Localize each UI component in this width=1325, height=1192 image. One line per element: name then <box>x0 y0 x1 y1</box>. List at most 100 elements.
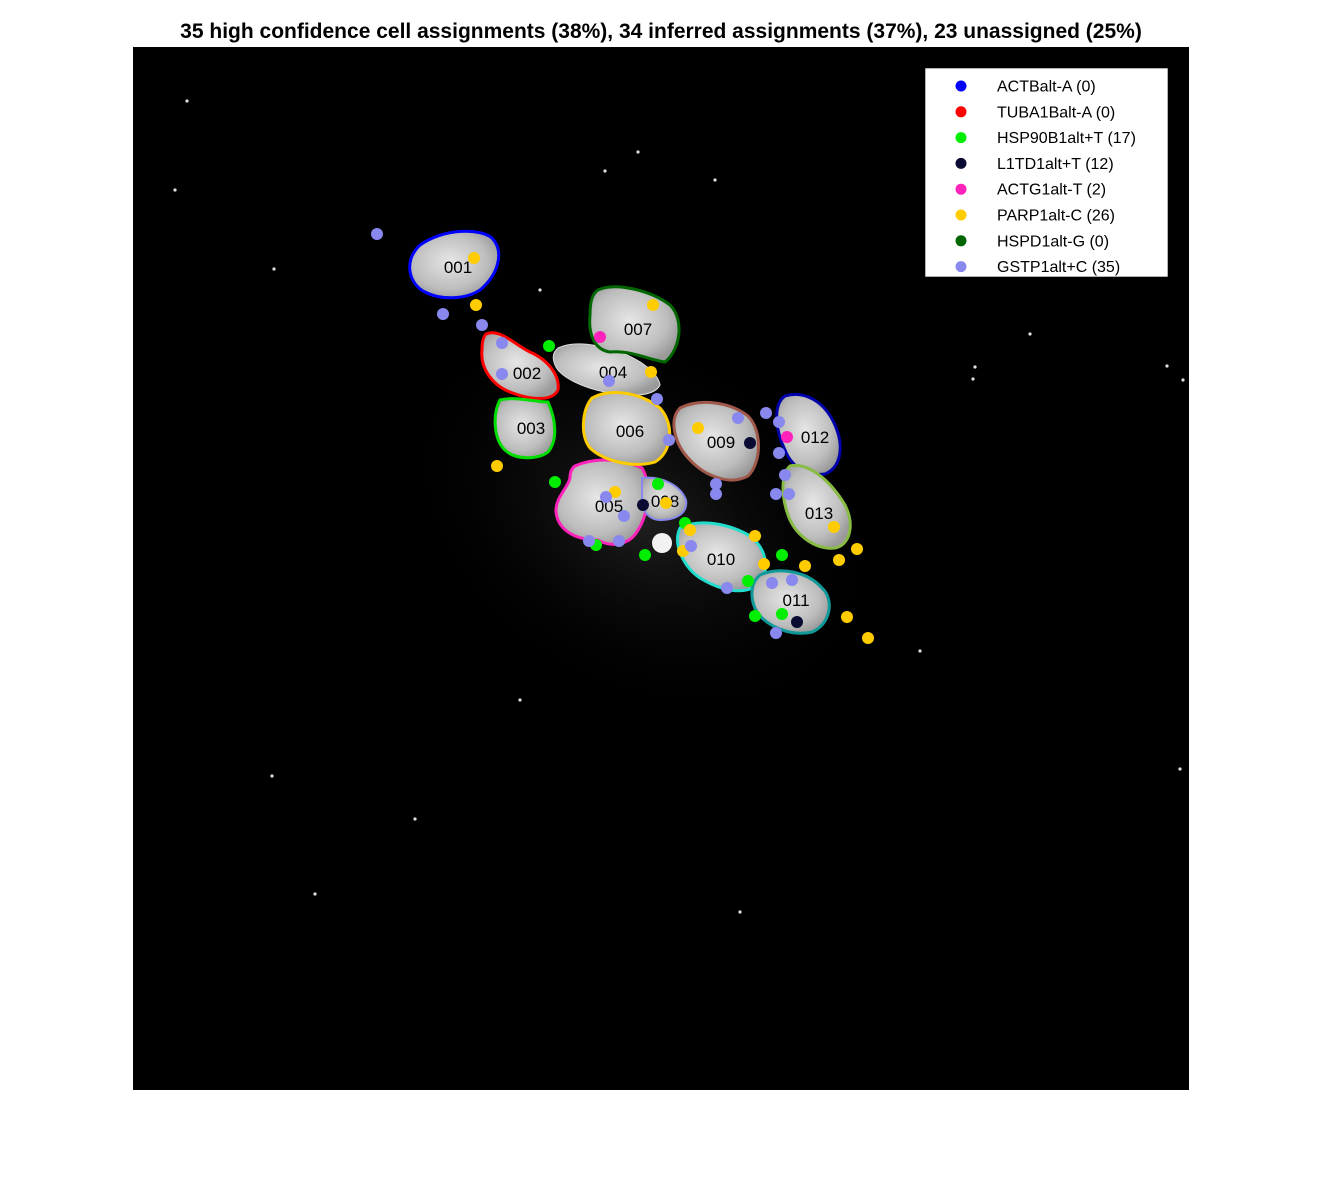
read-dot <box>660 497 672 509</box>
read-dot <box>749 610 761 622</box>
read-dot <box>476 319 488 331</box>
cell-label-005: 005 <box>595 497 623 516</box>
legend-label: TUBA1Balt-A (0) <box>997 104 1115 121</box>
legend-label: HSP90B1alt+T (17) <box>997 130 1136 147</box>
read-dot <box>710 488 722 500</box>
read-dot <box>603 375 615 387</box>
read-dot <box>841 611 853 623</box>
read-dot <box>583 535 595 547</box>
read-dot <box>781 431 793 443</box>
read-dot <box>776 608 788 620</box>
read-dot <box>470 299 482 311</box>
cell-label-007: 007 <box>624 320 652 339</box>
read-dot <box>613 535 625 547</box>
read-dot <box>496 337 508 349</box>
read-dot <box>663 434 675 446</box>
read-dot <box>491 460 503 472</box>
read-dot <box>758 558 770 570</box>
read-dot <box>710 478 722 490</box>
legend-marker <box>955 261 967 273</box>
legend-label: ACTG1alt-T (2) <box>997 182 1106 199</box>
read-dot <box>828 521 840 533</box>
read-dot <box>862 632 874 644</box>
legend-marker <box>955 80 967 92</box>
speckle <box>185 99 189 103</box>
cell-body-003 <box>493 397 557 460</box>
cell-label-010: 010 <box>707 550 735 569</box>
speckle <box>272 267 276 271</box>
read-dot <box>744 437 756 449</box>
legend-marker <box>955 132 967 144</box>
read-dot <box>770 488 782 500</box>
read-dot <box>692 422 704 434</box>
speckle <box>313 892 317 896</box>
read-dot <box>618 510 630 522</box>
read-dot <box>594 331 606 343</box>
legend: ACTBalt-A (0) TUBA1Balt-A (0) HSP90B1alt+T… <box>924 67 1169 278</box>
speckle <box>971 377 975 381</box>
cell-label-012: 012 <box>801 428 829 447</box>
read-dot <box>773 447 785 459</box>
background-speckles <box>173 99 1185 914</box>
cell-label-009: 009 <box>707 433 735 452</box>
read-dot <box>437 308 449 320</box>
speckle <box>738 910 742 914</box>
read-dot <box>749 530 761 542</box>
read-dot <box>651 393 663 405</box>
legend-label: PARP1alt-C (26) <box>997 208 1115 225</box>
speckle <box>918 649 922 653</box>
read-dot <box>783 488 795 500</box>
speckle <box>1028 332 1032 336</box>
read-dot <box>833 554 845 566</box>
read-dot <box>637 499 649 511</box>
read-dot <box>779 469 791 481</box>
cell-label-006: 006 <box>616 422 644 441</box>
speckle <box>636 150 640 154</box>
read-dot <box>791 616 803 628</box>
read-dot <box>543 340 555 352</box>
speckle <box>1178 767 1182 771</box>
legend-marker <box>955 209 967 221</box>
read-dot <box>721 582 733 594</box>
bright-nucleolus <box>652 533 672 553</box>
read-dot <box>786 574 798 586</box>
cell-bodies <box>408 229 852 635</box>
read-dot <box>773 416 785 428</box>
legend-label: ACTBalt-A (0) <box>997 79 1096 96</box>
speckle <box>270 774 274 778</box>
cell-label-002: 002 <box>513 364 541 383</box>
legend-marker <box>955 235 967 247</box>
read-dot <box>468 252 480 264</box>
cell-label-003: 003 <box>517 419 545 438</box>
cell-body-012 <box>775 393 842 476</box>
speckle <box>413 817 417 821</box>
read-dot <box>732 412 744 424</box>
cell-label-013: 013 <box>805 504 833 523</box>
read-dot <box>652 478 664 490</box>
read-dot <box>609 486 621 498</box>
speckle <box>173 188 177 192</box>
read-dot <box>760 407 772 419</box>
legend-items: ACTBalt-A (0) TUBA1Balt-A (0) HSP90B1alt+T… <box>955 79 1136 276</box>
cell-label-001: 001 <box>444 258 472 277</box>
speckle <box>713 178 717 182</box>
speckle <box>1181 378 1185 382</box>
cell-body-002 <box>480 331 560 400</box>
read-dot <box>766 577 778 589</box>
legend-marker <box>955 183 967 195</box>
read-dot <box>685 540 697 552</box>
read-dot <box>645 366 657 378</box>
legend-label: GSTP1alt+C (35) <box>997 259 1120 276</box>
read-dot <box>684 524 696 536</box>
legend-marker <box>955 157 967 169</box>
read-dot <box>549 476 561 488</box>
read-dot <box>770 627 782 639</box>
read-dot <box>371 228 383 240</box>
cell-body-006 <box>582 391 672 466</box>
figure-title: 35 high confidence cell assignments (38%… <box>180 20 1142 43</box>
legend-marker <box>955 106 967 118</box>
read-dot <box>600 491 612 503</box>
read-dot <box>776 549 788 561</box>
read-dot <box>851 543 863 555</box>
